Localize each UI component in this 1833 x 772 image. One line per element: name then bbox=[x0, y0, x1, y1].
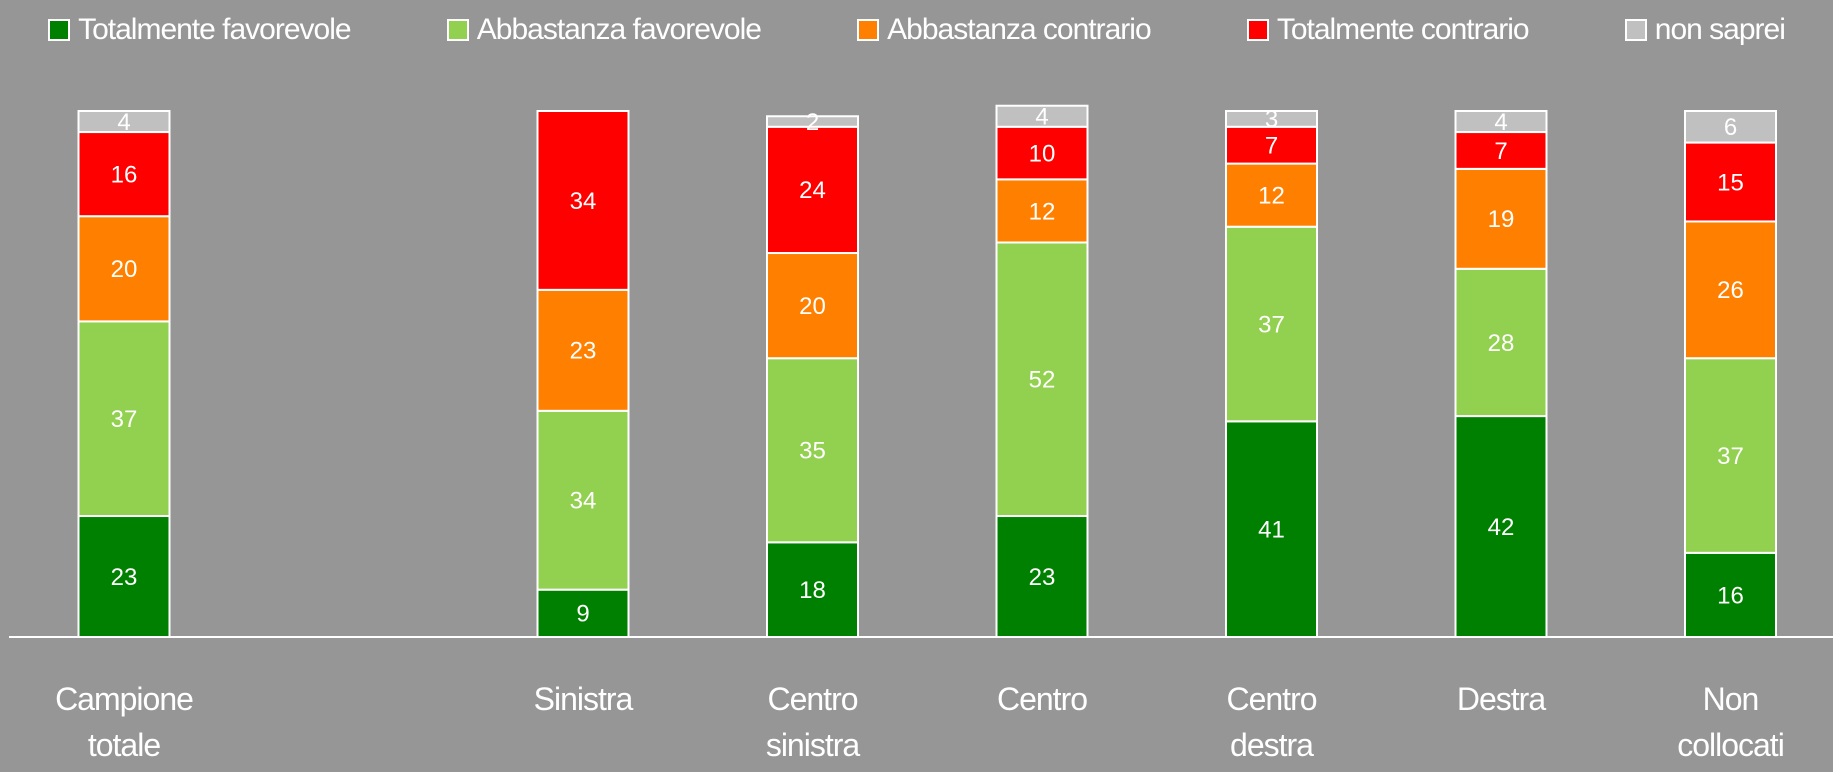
x-tick-label: Non collocati bbox=[1677, 681, 1785, 763]
data-label: 2 bbox=[806, 109, 819, 136]
bar-segment bbox=[766, 115, 859, 128]
legend-label: Abbastanza favorevole bbox=[476, 13, 762, 46]
data-label: 37 bbox=[1717, 443, 1744, 470]
data-label: 37 bbox=[111, 406, 138, 433]
legend-label: Abbastanza contrario bbox=[887, 13, 1152, 46]
data-label: 9 bbox=[576, 601, 589, 628]
legend-item: non saprei bbox=[1624, 13, 1786, 47]
x-tick-label: Destra bbox=[1456, 681, 1546, 717]
data-label: 3 bbox=[1265, 106, 1278, 133]
bar-segment bbox=[1684, 110, 1777, 144]
data-label: 52 bbox=[1029, 367, 1056, 394]
data-label: 34 bbox=[570, 188, 597, 215]
bar-segment bbox=[995, 104, 1089, 128]
data-label: 42 bbox=[1488, 514, 1515, 541]
data-label: 35 bbox=[799, 438, 826, 465]
data-label: 20 bbox=[111, 256, 138, 283]
bar-segment bbox=[77, 320, 171, 518]
data-label: 10 bbox=[1029, 140, 1056, 167]
bar-segment bbox=[766, 252, 859, 360]
data-label: 12 bbox=[1258, 183, 1285, 210]
legend-swatch bbox=[446, 19, 469, 41]
legend-item: Totalmente favorevole bbox=[48, 13, 352, 47]
bar-segment bbox=[1454, 110, 1548, 134]
data-label: 28 bbox=[1488, 330, 1515, 357]
legend-item: Abbastanza contrario bbox=[857, 13, 1152, 47]
data-label: 4 bbox=[1035, 104, 1048, 131]
data-label: 37 bbox=[1258, 311, 1285, 338]
x-tick-label: Sinistra bbox=[533, 681, 634, 717]
data-label: 23 bbox=[111, 564, 138, 591]
bar-segment bbox=[1454, 167, 1548, 270]
legend-swatch bbox=[48, 19, 71, 41]
x-tick-label: Centro destra bbox=[1226, 681, 1317, 763]
legend-item: Abbastanza favorevole bbox=[446, 13, 762, 47]
data-label: 16 bbox=[111, 161, 138, 188]
legend-swatch bbox=[1624, 19, 1647, 41]
bar-segment bbox=[536, 110, 630, 291]
data-label: 23 bbox=[570, 338, 597, 365]
legend-label: Totalmente contrario bbox=[1276, 13, 1530, 46]
bar-segment bbox=[995, 178, 1089, 244]
bar-segment bbox=[995, 515, 1089, 639]
legend-label: Totalmente favorevole bbox=[78, 13, 351, 46]
legend-swatch bbox=[1246, 19, 1269, 41]
x-tick-label: Centro bbox=[996, 681, 1088, 717]
x-tick-label: Campione totale bbox=[55, 681, 194, 763]
bar-segment bbox=[536, 288, 630, 412]
data-label: 7 bbox=[1494, 138, 1507, 165]
bar-segment bbox=[766, 125, 859, 255]
bar-segment bbox=[1454, 267, 1548, 418]
bar-segment bbox=[1225, 125, 1318, 165]
data-label: 26 bbox=[1717, 277, 1744, 304]
bar-segment bbox=[536, 409, 630, 591]
legend-swatch bbox=[857, 19, 880, 41]
data-label: 19 bbox=[1488, 206, 1515, 233]
bar-segment bbox=[995, 125, 1089, 181]
data-label: 34 bbox=[570, 488, 597, 515]
bar-segment bbox=[77, 515, 171, 639]
data-label: 20 bbox=[799, 293, 826, 320]
data-label: 12 bbox=[1029, 198, 1056, 225]
bar-segment bbox=[766, 357, 859, 544]
bar-segment bbox=[536, 588, 630, 638]
data-label: 4 bbox=[117, 109, 130, 136]
bar-segment bbox=[77, 215, 171, 323]
bar-segment bbox=[766, 541, 859, 639]
data-label: 41 bbox=[1258, 517, 1285, 544]
bar-segment bbox=[1225, 110, 1318, 128]
bar-segment bbox=[1454, 131, 1548, 170]
x-tick-label: Centro sinistra bbox=[765, 681, 860, 763]
data-label: 4 bbox=[1494, 109, 1507, 136]
data-label: 18 bbox=[799, 577, 826, 604]
legend-label: non saprei bbox=[1654, 13, 1786, 46]
data-label: 7 bbox=[1265, 133, 1278, 160]
data-label: 23 bbox=[1029, 564, 1056, 591]
data-label: 24 bbox=[799, 177, 826, 204]
bar-segment bbox=[1684, 551, 1777, 639]
legend-item: Totalmente contrario bbox=[1246, 13, 1530, 47]
data-label: 6 bbox=[1724, 114, 1737, 141]
data-label: 16 bbox=[1717, 582, 1744, 609]
bar-segment bbox=[77, 110, 171, 134]
bar-segment bbox=[1684, 357, 1777, 554]
data-label: 15 bbox=[1717, 169, 1744, 196]
legend: Totalmente favorevole Abbastanza favorevo… bbox=[0, 8, 1833, 52]
bar-segment bbox=[1684, 220, 1777, 360]
bar-segment bbox=[1225, 225, 1318, 423]
